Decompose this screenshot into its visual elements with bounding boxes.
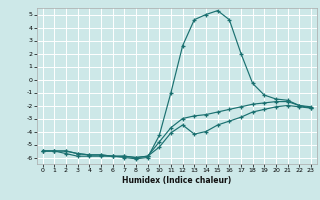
X-axis label: Humidex (Indice chaleur): Humidex (Indice chaleur) (122, 176, 231, 185)
